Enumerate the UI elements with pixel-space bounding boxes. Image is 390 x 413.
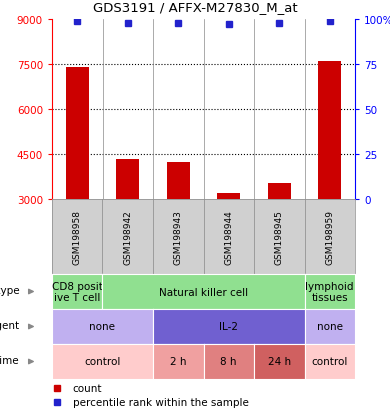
Text: control: control (312, 357, 348, 367)
Bar (167, 162, 190, 199)
Bar (268, 183, 291, 199)
Text: GSM198942: GSM198942 (123, 210, 132, 264)
Text: percentile rank within the sample: percentile rank within the sample (73, 397, 248, 407)
Text: count: count (73, 383, 102, 393)
Text: none: none (317, 322, 343, 332)
Text: time: time (0, 355, 20, 365)
Text: GSM198944: GSM198944 (224, 210, 233, 264)
Text: GSM198945: GSM198945 (275, 209, 284, 264)
Text: 24 h: 24 h (268, 357, 291, 367)
Text: GSM198943: GSM198943 (174, 209, 183, 264)
Text: agent: agent (0, 320, 20, 330)
Text: lymphoid
tissues: lymphoid tissues (305, 281, 354, 303)
Text: GDS3191 / AFFX-M27830_M_at: GDS3191 / AFFX-M27830_M_at (93, 1, 297, 14)
Bar (116, 159, 139, 199)
Text: 8 h: 8 h (220, 357, 237, 367)
Bar (318, 62, 341, 199)
Text: control: control (84, 357, 121, 367)
Text: CD8 posit
ive T cell: CD8 posit ive T cell (52, 281, 103, 303)
Text: cell type: cell type (0, 285, 20, 295)
Text: Natural killer cell: Natural killer cell (159, 287, 248, 297)
Bar (217, 194, 240, 199)
Text: GSM198958: GSM198958 (73, 209, 82, 264)
Bar (66, 68, 89, 199)
Text: GSM198959: GSM198959 (325, 209, 334, 264)
Text: IL-2: IL-2 (219, 322, 238, 332)
Text: none: none (89, 322, 115, 332)
Text: 2 h: 2 h (170, 357, 186, 367)
